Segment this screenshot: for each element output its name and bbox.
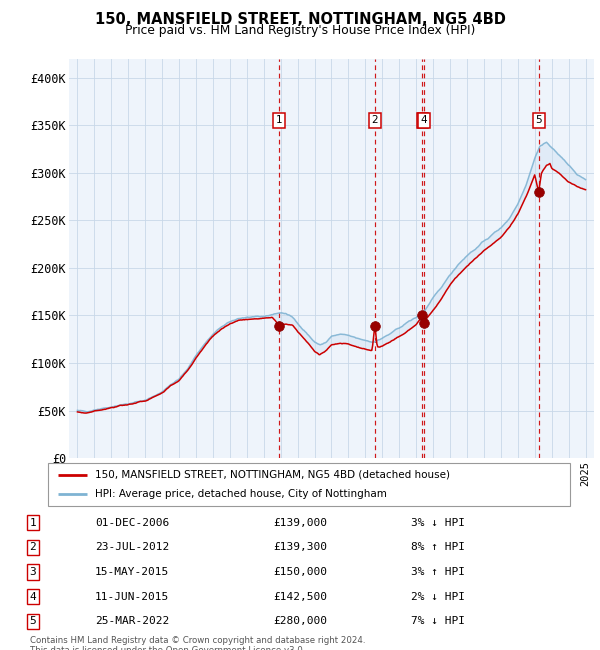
Text: 25-MAR-2022: 25-MAR-2022 (95, 616, 169, 627)
FancyBboxPatch shape (48, 463, 570, 506)
Text: £139,300: £139,300 (273, 542, 327, 552)
Text: Contains HM Land Registry data © Crown copyright and database right 2024.: Contains HM Land Registry data © Crown c… (30, 636, 365, 645)
Text: 15-MAY-2015: 15-MAY-2015 (95, 567, 169, 577)
Text: 150, MANSFIELD STREET, NOTTINGHAM, NG5 4BD: 150, MANSFIELD STREET, NOTTINGHAM, NG5 4… (95, 12, 505, 27)
Text: 2: 2 (371, 115, 378, 125)
Text: 23-JUL-2012: 23-JUL-2012 (95, 542, 169, 552)
Text: 8% ↑ HPI: 8% ↑ HPI (411, 542, 465, 552)
Text: 2: 2 (29, 542, 37, 552)
Text: 01-DEC-2006: 01-DEC-2006 (95, 517, 169, 528)
Text: 2% ↓ HPI: 2% ↓ HPI (411, 592, 465, 602)
Text: 7% ↓ HPI: 7% ↓ HPI (411, 616, 465, 627)
Text: 3: 3 (29, 567, 37, 577)
Text: This data is licensed under the Open Government Licence v3.0.: This data is licensed under the Open Gov… (30, 646, 305, 650)
Text: 4: 4 (29, 592, 37, 602)
Text: £280,000: £280,000 (273, 616, 327, 627)
Text: 5: 5 (29, 616, 37, 627)
Text: 3: 3 (419, 115, 426, 125)
Text: 1: 1 (276, 115, 283, 125)
Text: 11-JUN-2015: 11-JUN-2015 (95, 592, 169, 602)
Text: 150, MANSFIELD STREET, NOTTINGHAM, NG5 4BD (detached house): 150, MANSFIELD STREET, NOTTINGHAM, NG5 4… (95, 470, 450, 480)
Text: £150,000: £150,000 (273, 567, 327, 577)
Text: HPI: Average price, detached house, City of Nottingham: HPI: Average price, detached house, City… (95, 489, 387, 499)
Text: Price paid vs. HM Land Registry's House Price Index (HPI): Price paid vs. HM Land Registry's House … (125, 24, 475, 37)
Text: £139,000: £139,000 (273, 517, 327, 528)
Text: 3% ↑ HPI: 3% ↑ HPI (411, 567, 465, 577)
Text: 4: 4 (421, 115, 427, 125)
Text: 3% ↓ HPI: 3% ↓ HPI (411, 517, 465, 528)
Text: 1: 1 (29, 517, 37, 528)
Text: 5: 5 (535, 115, 542, 125)
Text: £142,500: £142,500 (273, 592, 327, 602)
